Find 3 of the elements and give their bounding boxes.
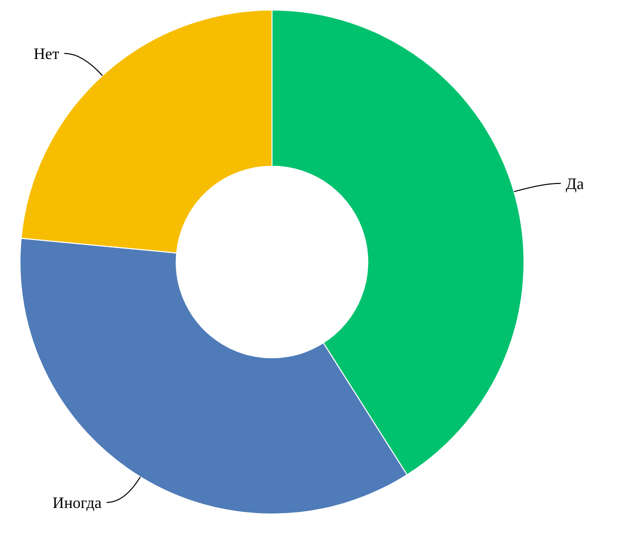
slice-label: Да bbox=[566, 176, 584, 193]
slice-label: Иногда bbox=[52, 495, 102, 512]
slice-label: Нет bbox=[34, 46, 60, 64]
